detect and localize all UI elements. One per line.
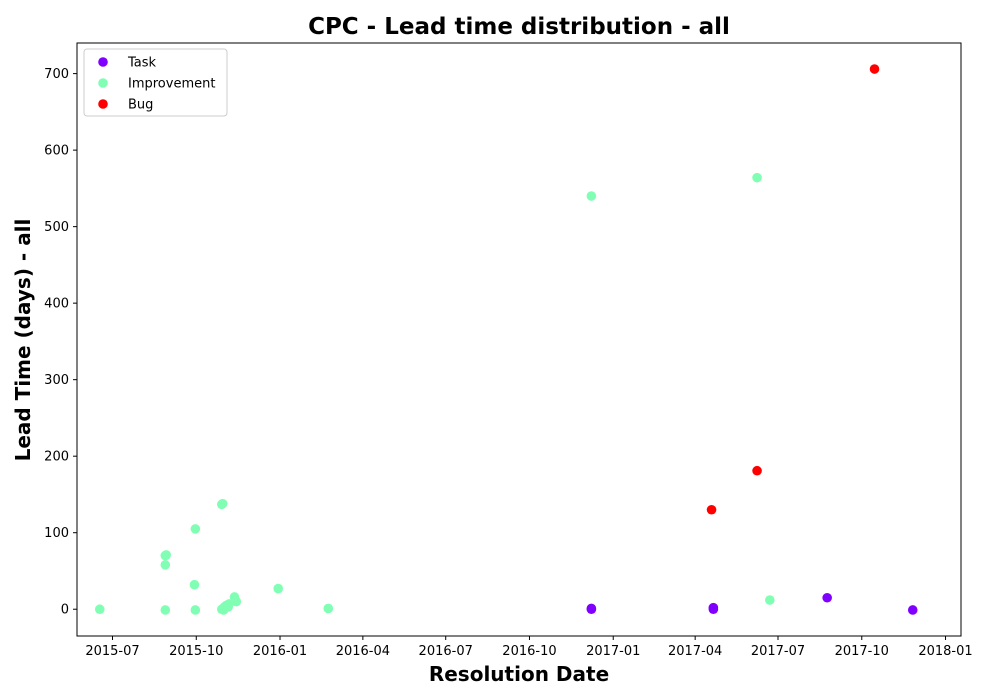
y-axis: 0 100 200 300 400 500 600 700 bbox=[44, 67, 77, 618]
legend: Task Improvement Bug bbox=[83, 48, 228, 117]
x-tick-label: 2016-01 bbox=[253, 644, 307, 659]
x-tick-label: 2016-10 bbox=[502, 644, 556, 659]
plot-frame bbox=[76, 42, 962, 637]
data-point-improvement bbox=[765, 595, 775, 605]
data-point-improvement bbox=[190, 605, 201, 615]
x-tick-label: 2016-04 bbox=[336, 644, 390, 659]
data-point-task bbox=[586, 603, 597, 614]
x-axis-title: Resolution Date bbox=[429, 662, 609, 686]
data-point-improvement bbox=[224, 599, 234, 609]
data-point-bug bbox=[706, 504, 717, 515]
legend-box bbox=[83, 48, 228, 117]
legend-marker-task bbox=[98, 57, 108, 67]
series-task bbox=[586, 592, 918, 615]
y-axis-title: Lead Time (days) - all bbox=[11, 219, 35, 462]
legend-marker-bug bbox=[98, 99, 108, 109]
data-point-improvement bbox=[273, 583, 283, 594]
y-tick-label: 500 bbox=[44, 220, 69, 235]
x-tick-label: 2017-10 bbox=[835, 644, 889, 659]
data-point-improvement bbox=[160, 605, 171, 615]
data-point-improvement bbox=[752, 172, 762, 183]
data-point-improvement bbox=[160, 560, 171, 570]
y-tick-label: 700 bbox=[44, 67, 69, 82]
legend-marker-improvement bbox=[98, 78, 108, 88]
x-axis: 2015-07 2015-10 2016-01 2016-04 2016-07 2016-… bbox=[85, 636, 973, 659]
legend-label-improvement: Improvement bbox=[128, 77, 215, 92]
x-tick-label: 2015-07 bbox=[85, 644, 139, 659]
data-point-improvement bbox=[231, 596, 242, 607]
data-point-task bbox=[907, 605, 918, 615]
plot-area bbox=[94, 64, 918, 615]
data-point-bug bbox=[752, 465, 762, 476]
data-point-improvement bbox=[323, 603, 334, 614]
data-point-improvement bbox=[586, 191, 597, 201]
x-tick-label: 2015-10 bbox=[169, 644, 223, 659]
x-tick-label: 2017-04 bbox=[668, 644, 722, 659]
data-point-bug bbox=[869, 64, 880, 74]
y-tick-label: 300 bbox=[44, 373, 69, 388]
x-tick-label: 2016-07 bbox=[419, 644, 473, 659]
legend-label-bug: Bug bbox=[128, 98, 153, 113]
chart-title: CPC - Lead time distribution - all bbox=[308, 14, 730, 40]
data-point-improvement bbox=[189, 579, 200, 590]
series-improvement bbox=[94, 172, 775, 615]
series-bug bbox=[706, 64, 880, 515]
y-tick-label: 600 bbox=[44, 144, 69, 159]
x-tick-label: 2018-01 bbox=[918, 644, 972, 659]
y-tick-label: 0 bbox=[61, 603, 69, 618]
y-tick-label: 100 bbox=[44, 526, 69, 541]
data-point-task bbox=[822, 592, 832, 603]
data-point-task bbox=[708, 604, 719, 615]
y-tick-label: 400 bbox=[44, 297, 69, 312]
data-point-improvement bbox=[217, 498, 228, 509]
x-tick-label: 2017-01 bbox=[586, 644, 640, 659]
data-point-improvement bbox=[94, 604, 105, 615]
x-tick-label: 2017-07 bbox=[751, 644, 805, 659]
data-point-improvement bbox=[161, 550, 172, 560]
y-tick-label: 200 bbox=[44, 450, 69, 465]
data-point-improvement bbox=[190, 524, 201, 534]
legend-label-task: Task bbox=[127, 56, 157, 71]
